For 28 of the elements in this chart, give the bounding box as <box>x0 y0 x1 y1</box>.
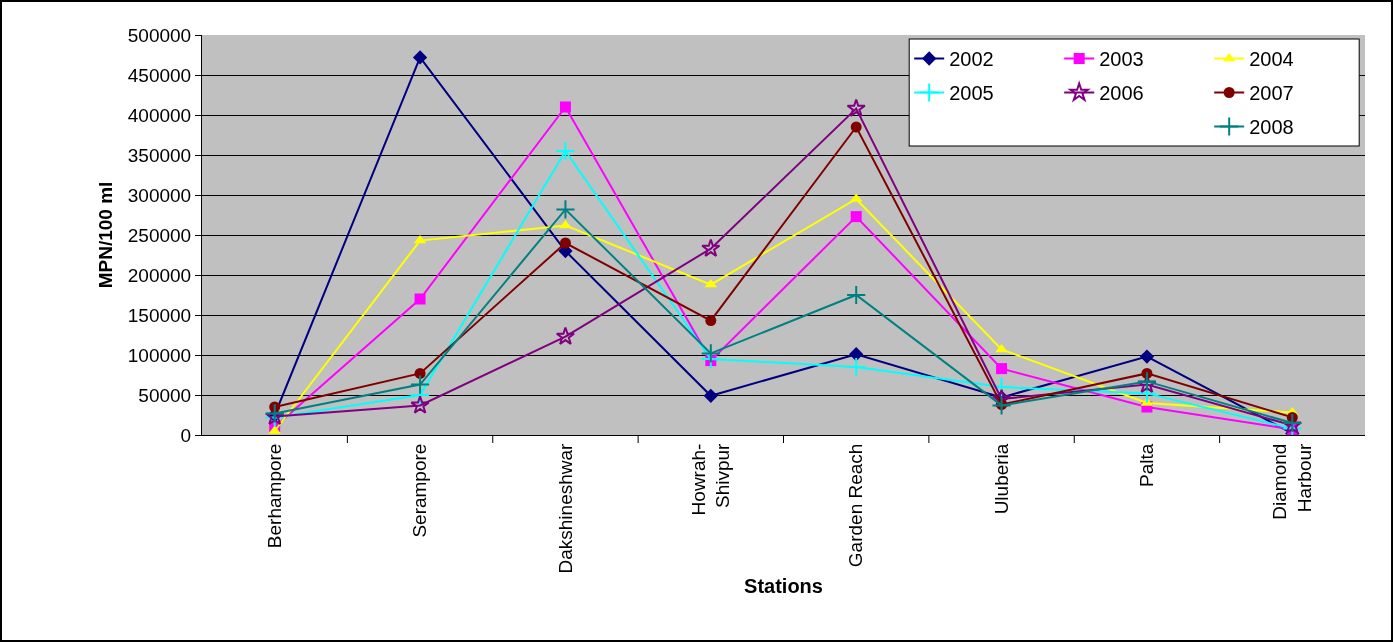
legend-label: 2003 <box>1099 48 1144 71</box>
x-tick-label: Dakshineshwar <box>554 442 576 574</box>
x-tick-label: Howrah- Shivpur <box>687 442 734 516</box>
y-tick-label: 300000 <box>127 184 192 206</box>
x-tick-label: Garden Reach <box>845 443 867 568</box>
legend-label: 2002 <box>949 48 994 71</box>
y-tick-label: 0 <box>180 424 192 446</box>
y-tick-label: 450000 <box>127 64 192 86</box>
x-tick-label: Palta <box>1136 443 1158 487</box>
y-tick-label: 250000 <box>127 224 192 246</box>
x-tick-label: Berhampore <box>263 443 285 549</box>
legend-label: 2006 <box>1099 82 1144 105</box>
y-tick-label: 500000 <box>127 24 192 46</box>
y-tick-label: 100000 <box>127 344 192 366</box>
legend-label: 2005 <box>949 82 994 105</box>
x-tick-label: Uluberia <box>990 443 1012 515</box>
x-tick-label: Diamond Harbour <box>1269 442 1315 520</box>
y-axis-title: MPN/100 ml <box>94 181 116 289</box>
legend-label: 2007 <box>1249 82 1294 105</box>
y-tick-label: 400000 <box>127 104 192 126</box>
x-axis-title: Stations <box>744 575 823 598</box>
y-tick-label: 50000 <box>138 384 192 406</box>
y-tick-label: 200000 <box>127 264 192 286</box>
legend-label: 2004 <box>1249 48 1294 71</box>
legend-label: 2008 <box>1249 116 1294 139</box>
x-tick-label: Serampore <box>409 443 431 538</box>
y-tick-label: 150000 <box>127 304 192 326</box>
y-tick-label: 350000 <box>127 144 192 166</box>
